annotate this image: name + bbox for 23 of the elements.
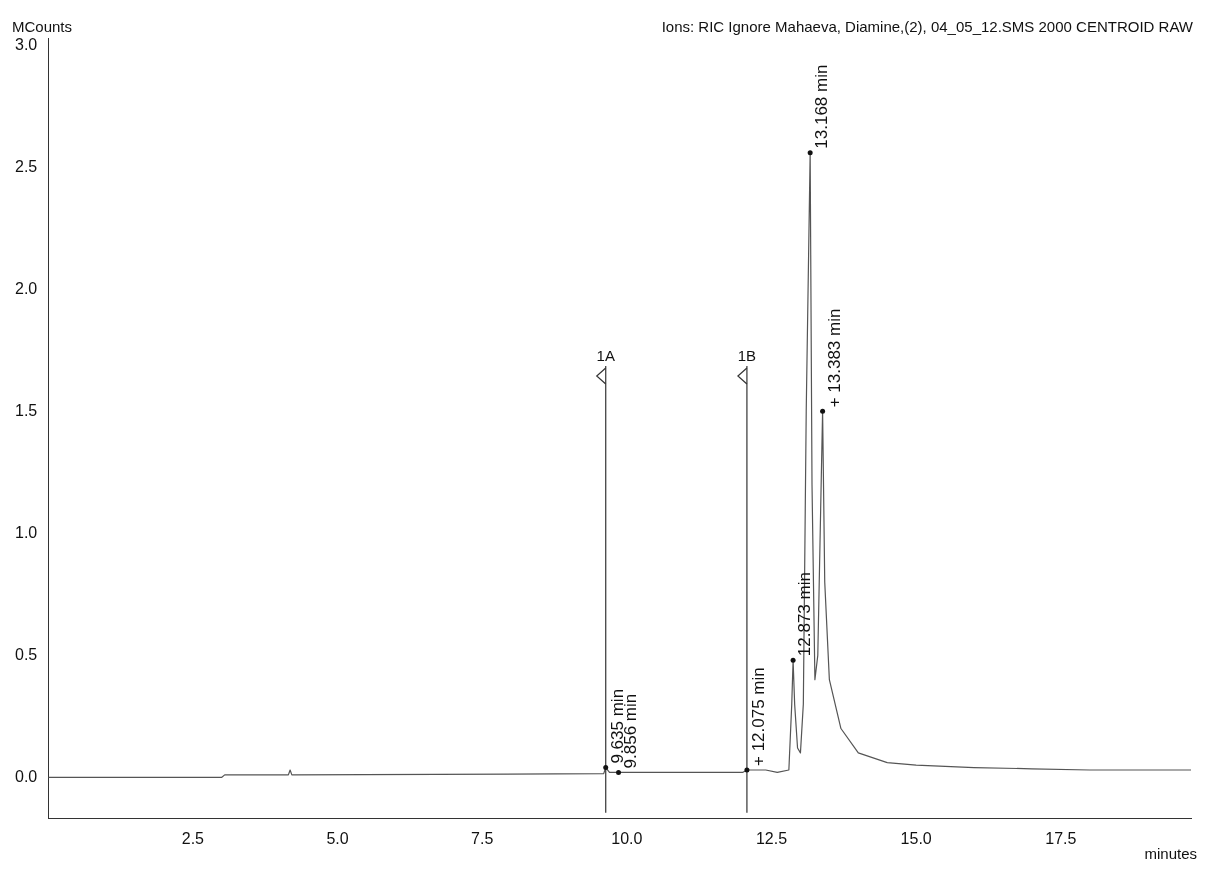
y-tick-label: 0.5 bbox=[14, 645, 38, 663]
y-tick-label: 2.5 bbox=[14, 157, 38, 175]
y-tick-label: 0.0 bbox=[14, 767, 38, 785]
y-axis-title: MCounts bbox=[12, 17, 73, 35]
annotation: 13.168 min bbox=[812, 64, 832, 149]
annotation: + 13.383 min bbox=[824, 308, 844, 408]
x-tick-label: 17.5 bbox=[1045, 829, 1077, 847]
ref-line-label: 1A bbox=[596, 346, 615, 364]
ref-line-label: 1B bbox=[737, 346, 757, 364]
x-tick-label: 2.5 bbox=[181, 829, 205, 847]
x-axis-title: minutes bbox=[1144, 844, 1197, 862]
y-tick-label: 1.5 bbox=[14, 401, 38, 419]
x-tick-label: 10.0 bbox=[611, 829, 643, 847]
annotation: 12.873 min bbox=[795, 572, 815, 657]
annotation: + 12.075 min bbox=[749, 667, 769, 766]
x-tick-label: 5.0 bbox=[326, 829, 349, 847]
x-tick-label: 15.0 bbox=[900, 829, 932, 847]
x-tick-label: 7.5 bbox=[471, 829, 494, 847]
y-tick-label: 2.0 bbox=[14, 279, 38, 297]
x-tick-label: 12.5 bbox=[755, 829, 788, 847]
y-tick-label: 3.0 bbox=[14, 35, 38, 53]
y-tick-label: 1.0 bbox=[14, 523, 38, 541]
chart-title: Ions: RIC Ignore Mahaeva, Diamine,(2), 04_05_12.SMS 2000 CENTROID RAW bbox=[661, 17, 1194, 35]
